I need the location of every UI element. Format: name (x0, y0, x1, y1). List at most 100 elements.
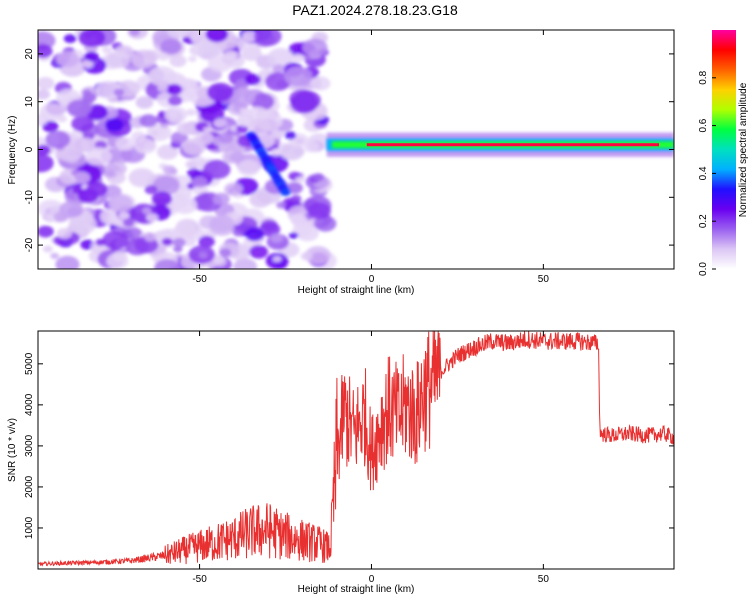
heatmap-cell (169, 54, 187, 68)
heatmap-cell (280, 143, 304, 161)
heatmap-cell (148, 66, 177, 87)
heatmap-cell (128, 168, 156, 188)
heatmap-cell (113, 88, 125, 97)
heatmap-cell (290, 213, 308, 226)
heatmap-cell (182, 36, 192, 44)
heatmap-cell (63, 34, 77, 44)
heatmap-cell (42, 245, 53, 253)
spectrogram-y-tick-label: 0 (24, 146, 35, 152)
heatmap-cell (284, 66, 313, 87)
heatmap-cell (55, 255, 80, 269)
heatmap-cell (38, 225, 54, 238)
heatmap-cell (118, 211, 130, 220)
heatmap-cell (209, 214, 235, 233)
colorbar-tick-label: 0.4 (698, 166, 709, 180)
colorbar-ticks: 0.0 0.2 0.4 0.6 0.8 (698, 70, 716, 276)
heatmap-cell (155, 128, 166, 136)
heatmap-cell (186, 168, 201, 179)
page-title: PAZ1.2024.278.18.23.G18 (292, 2, 458, 18)
heatmap-cell (146, 213, 158, 222)
heatmap-cell (270, 148, 282, 156)
heatmap-cell (242, 30, 258, 42)
spectrogram-x-ticks: -50 0 50 (192, 30, 549, 285)
heatmap-cell (129, 30, 141, 36)
colorbar-tick-label: 0.2 (698, 214, 709, 228)
heatmap-cell (163, 165, 176, 175)
spectrogram-x-tick-label: 0 (369, 274, 375, 285)
heatmap-cell (157, 52, 170, 61)
heatmap-cell (105, 170, 117, 178)
heatmap-cell (312, 173, 325, 182)
heatmap-noise-blobs (38, 30, 337, 269)
snr-y-tick-label: 2000 (24, 475, 35, 498)
heatmap-cell (198, 252, 208, 259)
heatmap-cell (164, 106, 188, 123)
heatmap-cell (154, 259, 180, 269)
spectrogram-x-tick-label: 50 (538, 274, 550, 285)
heatmap-cell (190, 31, 206, 42)
heatmap-cell (248, 119, 272, 136)
snr-x-tick-label: 50 (538, 574, 550, 585)
heatmap-cell (284, 131, 297, 140)
snr-x-tick-label: 0 (369, 574, 375, 585)
colorbar-label: Normalized spectral amplitude (738, 82, 749, 217)
heatmap-cell (219, 248, 232, 257)
snr-x-tick-label: -50 (192, 574, 207, 585)
heatmap-cell (224, 182, 243, 196)
heatmap-cell (242, 108, 253, 116)
snr-x-axis-label: Height of straight line (km) (298, 584, 415, 595)
heatmap-cell (115, 137, 135, 151)
heatmap-cell (95, 238, 106, 246)
heatmap-cell (131, 131, 146, 142)
snr-y-axis-label: SNR (10 * v/v) (7, 418, 18, 482)
heatmap-cell (45, 130, 71, 149)
heatmap-cell (71, 115, 95, 132)
heatmap-cell (198, 235, 215, 248)
heatmap-cell (151, 191, 173, 206)
snr-y-tick-label: 3000 (24, 434, 35, 457)
heatmap-cell (167, 30, 190, 39)
heatmap-cell (307, 202, 332, 220)
heatmap-cell (188, 55, 197, 63)
heatmap-cell (249, 245, 269, 259)
spectrogram-x-axis-label: Height of straight line (km) (298, 285, 415, 296)
heatmap-cell (192, 176, 208, 188)
heatmap-cell (304, 246, 331, 265)
heatmap-cell (122, 218, 135, 227)
heatmap-cell (112, 250, 128, 262)
heatmap-cell (229, 125, 239, 132)
heatmap-cell (78, 30, 106, 48)
heatmap-cell (74, 172, 91, 184)
heatmap-cell (203, 159, 231, 180)
heatmap-cell (56, 228, 72, 239)
heatmap-cell (237, 159, 260, 176)
heatmap-cell (244, 227, 264, 242)
heatmap-cell (38, 144, 51, 156)
heatmap-cell (182, 138, 207, 156)
snr-y-tick-label: 4000 (24, 393, 35, 416)
heatmap-cell (254, 30, 282, 47)
heatmap-cell (139, 114, 158, 128)
heatmap-cell (314, 215, 337, 232)
heatmap-cell (233, 258, 258, 269)
heatmap-cell (82, 89, 92, 96)
heatmap-cell (38, 77, 55, 90)
heatmap-cell (280, 189, 291, 196)
heatmap-cell (203, 126, 212, 133)
colorbar-tick-label: 0.6 (698, 118, 709, 132)
heatmap-cell (142, 207, 152, 215)
snr-y-ticks: 1000 2000 3000 4000 5000 (24, 352, 674, 539)
heatmap-cell (212, 255, 225, 265)
heatmap-cell (295, 176, 305, 183)
heatmap-cell (56, 51, 79, 68)
heatmap-image (38, 30, 674, 269)
heatmap-cell (172, 196, 198, 215)
snr-y-tick-label: 5000 (24, 352, 35, 375)
heatmap-cell (245, 73, 261, 86)
heatmap-cell (144, 232, 157, 242)
heatmap-chirp (246, 131, 291, 196)
heatmap-cell (85, 147, 112, 167)
spectrogram-y-tick-label: 20 (24, 48, 35, 60)
heatmap-cell (82, 60, 94, 69)
heatmap-cell (39, 103, 65, 121)
